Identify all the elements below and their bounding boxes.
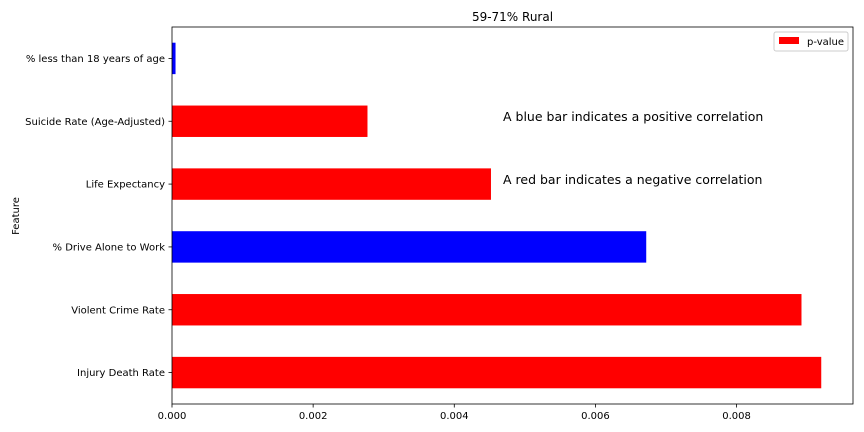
bar [172,356,822,389]
legend-frame [773,31,849,52]
legend: p-value [773,31,849,52]
bar [172,231,647,263]
chart-title: 59-71% Rural [472,10,553,24]
y-tick-label: % Drive Alone to Work [53,242,166,253]
bar [172,42,176,75]
x-tick-label: 0.002 [299,411,328,422]
x-tick-label: 0.006 [581,411,610,422]
x-tick-label: 0.008 [722,411,751,422]
legend-swatch [779,37,799,44]
y-ticks-group: Injury Death Rate Violent Crime Rate % Dri… [25,54,172,379]
x-tick-label: 0.004 [440,411,469,422]
bars-group [172,42,822,389]
x-ticks-group: 0.000 0.002 0.004 0.006 0.008 [158,404,751,422]
annotation-red: A red bar indicates a negative correlati… [503,172,762,187]
bar [172,294,802,326]
y-tick-label: Suicide Rate (Age-Adjusted) [25,117,165,128]
y-tick-label: Life Expectancy [86,180,165,191]
bar [172,105,368,137]
plot-frame [171,26,854,405]
y-tick-label: Violent Crime Rate [71,305,165,316]
bar [172,168,491,200]
y-axis-label: Feature [11,197,22,235]
annotation-blue: A blue bar indicates a positive correlat… [503,109,763,124]
y-tick-label: % less than 18 years of age [26,54,165,65]
legend-label: p-value [807,37,844,48]
x-tick-label: 0.000 [158,411,187,422]
y-tick-label: Injury Death Rate [77,368,165,379]
